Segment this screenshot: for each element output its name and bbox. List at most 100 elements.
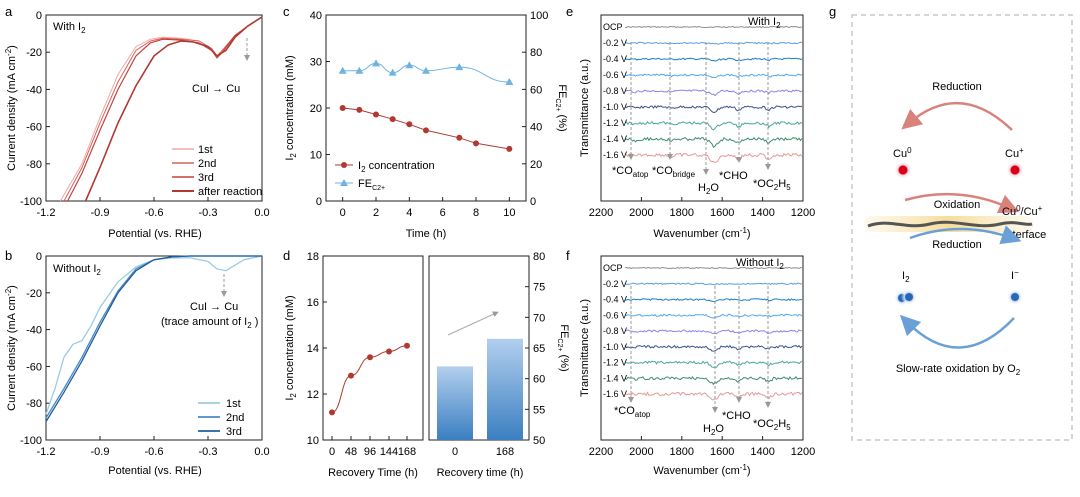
panel-c-y-ticks-right: 0 20 40 60 80 100 [522, 10, 548, 208]
y-tick-label: -80 [26, 159, 42, 171]
panel-e-condition: With I2 [748, 16, 781, 30]
spectrum--1.6V [624, 391, 803, 401]
y-tick-label: -80 [26, 398, 42, 410]
x-tick-label: 1600 [710, 446, 734, 458]
y-tick-label: 60 [533, 374, 545, 386]
data-point-fe [505, 77, 514, 85]
panel-a-xlabel: Potential (vs. RHE) [108, 228, 202, 240]
spectrum--0.2V [624, 41, 803, 45]
x-tick-label: 10 [503, 207, 515, 219]
panel-f-xlabel: Wavenumber (cm-1) [653, 463, 750, 477]
y-tick-label: 0 [36, 251, 42, 263]
panel-d-y-ticks-right: 50 55 60 65 70 75 80 [525, 251, 545, 447]
label-reduction-mid: Reduction [932, 239, 982, 251]
panel-b-annotation-2: (trace amount of I2 ) [161, 316, 258, 330]
y-tick-label: -100 [20, 435, 42, 447]
panel-c-xlabel: Time (h) [406, 228, 447, 240]
arrow-slow-oxidation [899, 314, 1015, 349]
spectrum--1.0V [624, 344, 803, 352]
panel-a-ylabel: Current density (mA cm-2) [4, 45, 18, 171]
trace-label: -0.6 V [603, 310, 627, 320]
data-point-fe [455, 63, 464, 71]
peak-label-oc2h5: *OC2H5 [753, 418, 791, 432]
panel-f-ylabel: Transmittance (a.u.) [579, 299, 591, 397]
y-tick-label: 75 [533, 282, 545, 294]
panel-c-y-ticks-left: 0 10 20 30 40 [310, 10, 330, 208]
panel-a-legend: 1st 2nd 3rd after reaction [172, 144, 262, 198]
y-tick-label: 80 [533, 251, 545, 263]
y-tick-label: -40 [26, 84, 42, 96]
arrow-reduction-top [901, 102, 1013, 131]
trace-label: -0.2 V [603, 279, 627, 289]
panel-f-peak-labels: *COatop H2O *CHO *OC2H5 [614, 405, 791, 437]
bar-fe [487, 338, 523, 440]
x-tick-label: 0 [340, 207, 346, 219]
x-tick-label: 144 [380, 446, 398, 458]
y-tick-label: 50 [533, 435, 545, 447]
spectrum--0.8V [624, 89, 803, 97]
panel-e-xlabel: Wavenumber (cm-1) [653, 226, 750, 240]
y-tick-label: 40 [530, 122, 542, 134]
y-tick-label: -100 [20, 196, 42, 208]
legend-marker-fe [340, 179, 348, 186]
y-tick-label: 18 [307, 251, 319, 263]
panel-a-x-ticks: -1.2 -0.9 -0.6 -0.3 0.0 [37, 197, 270, 219]
y-tick-label: -60 [26, 122, 42, 134]
x-tick-label: 1600 [710, 207, 734, 219]
y-tick-label: -60 [26, 361, 42, 373]
panel-d-trend-arrow [447, 311, 499, 336]
x-tick-label: 1200 [791, 446, 815, 458]
panel-f: f 2200 2000 1800 1600 1400 1200 OCP -0.2 V -0.4… [566, 248, 815, 477]
panel-d-xlabel-left: Recovery Time (h) [328, 467, 418, 479]
spectrum--1.4V [624, 375, 803, 386]
panel-g: g Reduction Cu0 Cu+ Oxidation Cu0/Cu+ in… [829, 4, 1073, 441]
series-line-3rd [67, 16, 263, 202]
data-point-i2 [473, 140, 479, 147]
spectrum--1.6V [624, 152, 803, 164]
x-tick-label: 6 [440, 207, 446, 219]
series-line-2nd [63, 16, 263, 202]
series-line-3rd [45, 255, 262, 422]
data-point-fe [405, 61, 414, 69]
peak-label-co-atop: *COatop [614, 405, 651, 419]
x-tick-label: 0.0 [254, 207, 269, 219]
peak-label-co-atop: *COatop [612, 165, 649, 179]
panel-d-xlabel-right: Recovery time (h) [437, 467, 524, 479]
trace-label: -1.2 V [603, 118, 627, 128]
peak-label-h2o: H2O [703, 423, 724, 437]
data-point-fe [355, 66, 364, 74]
panel-b-condition: Without I2 [53, 263, 101, 277]
label-slow-oxidation: Slow-rate oxidation by O2 [896, 363, 1021, 377]
spectrum--0.2V [624, 282, 803, 286]
panel-b-annotation-1: CuI → Cu [190, 301, 238, 313]
panel-c-series [338, 59, 514, 152]
x-tick-label: -1.2 [37, 446, 56, 458]
peak-label-cho: *CHO [719, 170, 748, 182]
panel-d-ylabel-right: FEC2+ (%) [556, 324, 570, 371]
panel-f-letter: f [566, 248, 570, 263]
panel-b-letter: b [5, 248, 12, 263]
x-tick-label: 2200 [589, 446, 613, 458]
x-tick-label: -0.9 [91, 207, 110, 219]
trace-label: -0.6 V [603, 70, 627, 80]
data-point-i2 [389, 116, 396, 123]
label-interface-1: Cu0/Cu+ [1002, 204, 1043, 218]
panel-b-x-ticks: -1.2 -0.9 -0.6 -0.3 0.0 [37, 436, 270, 458]
peak-label-h2o: H2O [698, 182, 719, 196]
y-tick-label: 10 [310, 150, 322, 162]
y-tick-label: 20 [530, 159, 542, 171]
x-tick-label: 1800 [670, 207, 694, 219]
data-point-i2 [356, 106, 363, 113]
trace-label: -1.2 V [603, 358, 627, 368]
spectrum--0.4V [624, 298, 803, 303]
panel-f-spectra: OCP -0.2 V -0.4 V -0.6 V -0.8 V -1.0 V -1.2 V -… [603, 263, 803, 401]
panel-a-annotation: CuI → Cu [192, 83, 240, 95]
panel-b-legend: 1st 2nd 3rd [198, 398, 244, 438]
y-tick-label: 30 [310, 57, 322, 69]
panel-d-ylabel-left: I2 concentration (mM) [284, 295, 298, 400]
label-cuplus: Cu+ [1005, 146, 1024, 160]
x-tick-label: 2000 [629, 446, 653, 458]
y-tick-label: 0 [36, 10, 42, 22]
